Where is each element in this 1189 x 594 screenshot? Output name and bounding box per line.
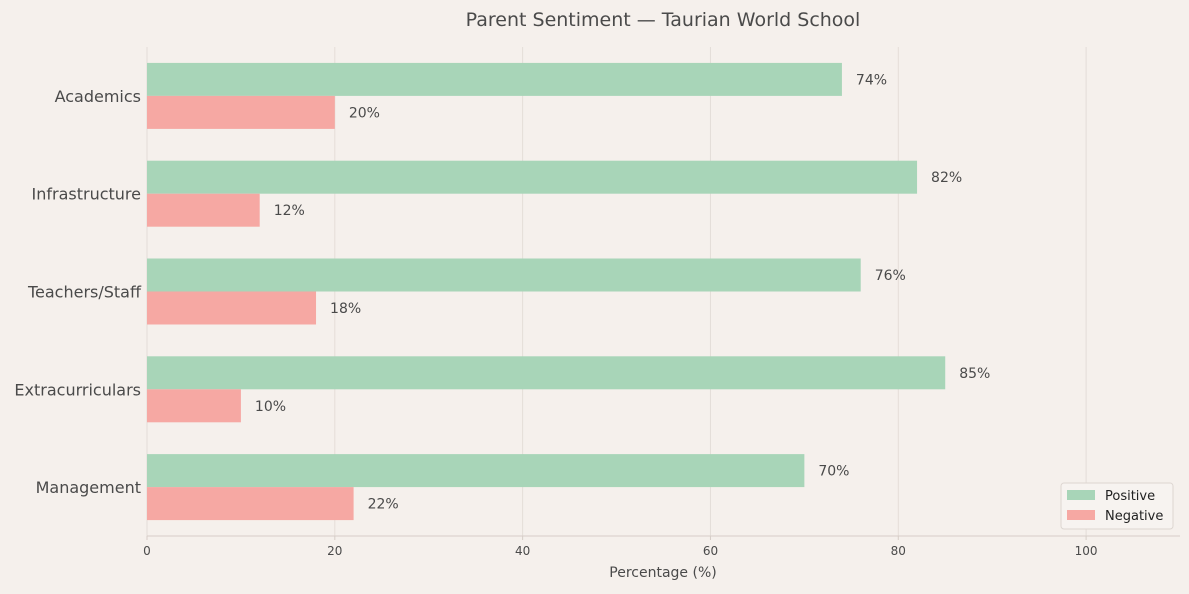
bar-academics-positive — [147, 62, 842, 96]
value-label-teachers-staff-positive: 76% — [875, 268, 906, 284]
value-label-teachers-staff-negative: 18% — [330, 301, 361, 317]
legend-swatch-negative — [1067, 510, 1095, 520]
x-tick-label-60: 60 — [703, 544, 718, 558]
x-tick-label-40: 40 — [515, 544, 530, 558]
category-label-extracurriculars: Extracurriculars — [14, 380, 141, 399]
category-label-management: Management — [36, 478, 141, 497]
bar-extracurriculars-positive — [147, 356, 946, 390]
category-label-infrastructure: Infrastructure — [32, 185, 141, 204]
legend-label-positive: Positive — [1105, 489, 1155, 504]
chart-title: Parent Sentiment — Taurian World School — [466, 9, 861, 31]
x-tick-label-80: 80 — [891, 544, 906, 558]
value-labels: 74% 20% 82% 12% 76% 18% 85% 10% 70% 22% — [255, 72, 990, 512]
bar-academics-negative — [147, 95, 335, 129]
bar-infrastructure-positive — [147, 160, 918, 194]
value-label-academics-negative: 20% — [349, 105, 380, 121]
value-label-extracurriculars-negative: 10% — [255, 399, 286, 415]
legend-label-negative: Negative — [1105, 509, 1163, 524]
bar-extracurriculars-negative — [147, 389, 241, 423]
x-tick-label-100: 100 — [1075, 544, 1098, 558]
legend: Positive Negative — [1060, 482, 1174, 530]
bar-management-positive — [147, 454, 805, 488]
axes: Academics Infrastructure Teachers/Staff Ext… — [14, 87, 1180, 558]
value-label-management-negative: 22% — [368, 497, 399, 513]
value-label-infrastructure-negative: 12% — [274, 203, 305, 219]
category-label-teachers-staff: Teachers/Staff — [27, 283, 142, 302]
value-label-academics-positive: 74% — [856, 72, 887, 88]
x-axis-title: Percentage (%) — [609, 565, 716, 581]
bars — [147, 62, 946, 521]
x-tick-label-20: 20 — [327, 544, 342, 558]
value-label-infrastructure-positive: 82% — [931, 170, 962, 186]
value-label-extracurriculars-positive: 85% — [959, 366, 990, 382]
bar-infrastructure-negative — [147, 193, 260, 227]
bar-management-negative — [147, 487, 354, 521]
legend-swatch-positive — [1067, 490, 1095, 500]
bar-teachers-staff-positive — [147, 258, 861, 292]
category-label-academics: Academics — [55, 87, 141, 106]
value-label-management-positive: 70% — [818, 464, 849, 480]
x-tick-label-0: 0 — [143, 544, 151, 558]
bar-teachers-staff-negative — [147, 291, 317, 325]
